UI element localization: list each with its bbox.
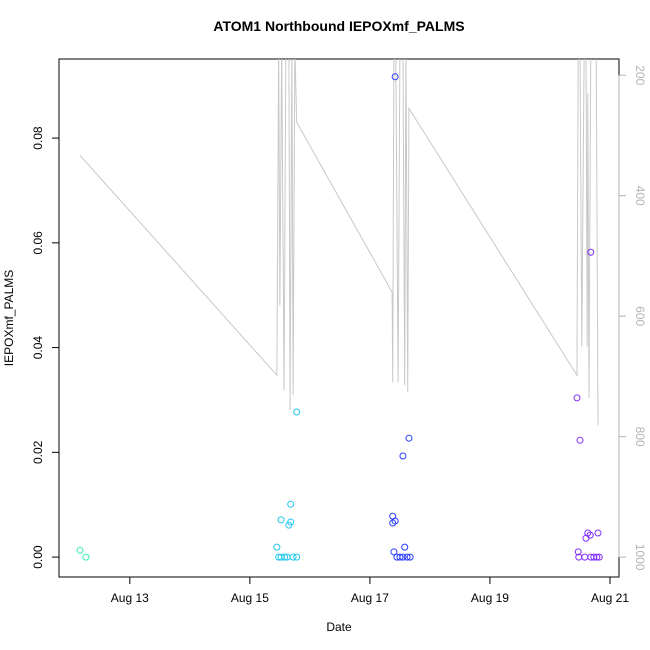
point [401, 543, 409, 551]
y2-tick-label: 800 [633, 427, 647, 447]
point [406, 553, 414, 561]
point [587, 248, 595, 256]
point [287, 518, 295, 526]
plot-frame [58, 58, 620, 578]
point [399, 553, 407, 561]
point [576, 436, 584, 444]
point [82, 553, 90, 561]
x-tick-label: Aug 19 [471, 591, 509, 605]
y-tick-label: 0.00 [31, 545, 45, 569]
y-tick-label: 0.06 [31, 231, 45, 255]
point [405, 434, 413, 442]
x-tick-label: Aug 21 [591, 591, 629, 605]
point [293, 553, 301, 561]
x-tick-label: Aug 17 [351, 591, 389, 605]
point [293, 408, 301, 416]
point [76, 546, 84, 554]
chart-title: ATOM1 Northbound IEPOXmf_PALMS [213, 18, 464, 34]
point [287, 500, 295, 508]
point [573, 394, 581, 402]
point [389, 519, 397, 527]
point [593, 553, 601, 561]
y-tick-label: 0.08 [31, 126, 45, 150]
point [273, 543, 281, 551]
point [594, 529, 602, 537]
point [595, 553, 603, 561]
point [403, 553, 411, 561]
y2-tick-label: 400 [633, 186, 647, 206]
point [390, 548, 398, 556]
y2-tick-label: 1000 [633, 544, 647, 571]
y-tick-label: 0.04 [31, 336, 45, 360]
point [277, 516, 285, 524]
point [399, 452, 407, 460]
point [574, 548, 582, 556]
point [281, 553, 289, 561]
point [391, 73, 399, 81]
point [586, 531, 594, 539]
line [79, 59, 599, 426]
y2-tick-label: 200 [633, 65, 647, 85]
x-tick-label: Aug 15 [231, 591, 269, 605]
x-tick-label: Aug 13 [111, 591, 149, 605]
plot-area [76, 59, 603, 561]
y-tick-label: 0.02 [31, 440, 45, 464]
point [590, 553, 598, 561]
x-axis-label: Date [326, 620, 352, 634]
point [289, 553, 297, 561]
y2-tick-label: 600 [633, 306, 647, 326]
point [396, 553, 404, 561]
y-axis-label: IEPOXmf_PALMS [2, 270, 16, 366]
point [581, 553, 589, 561]
